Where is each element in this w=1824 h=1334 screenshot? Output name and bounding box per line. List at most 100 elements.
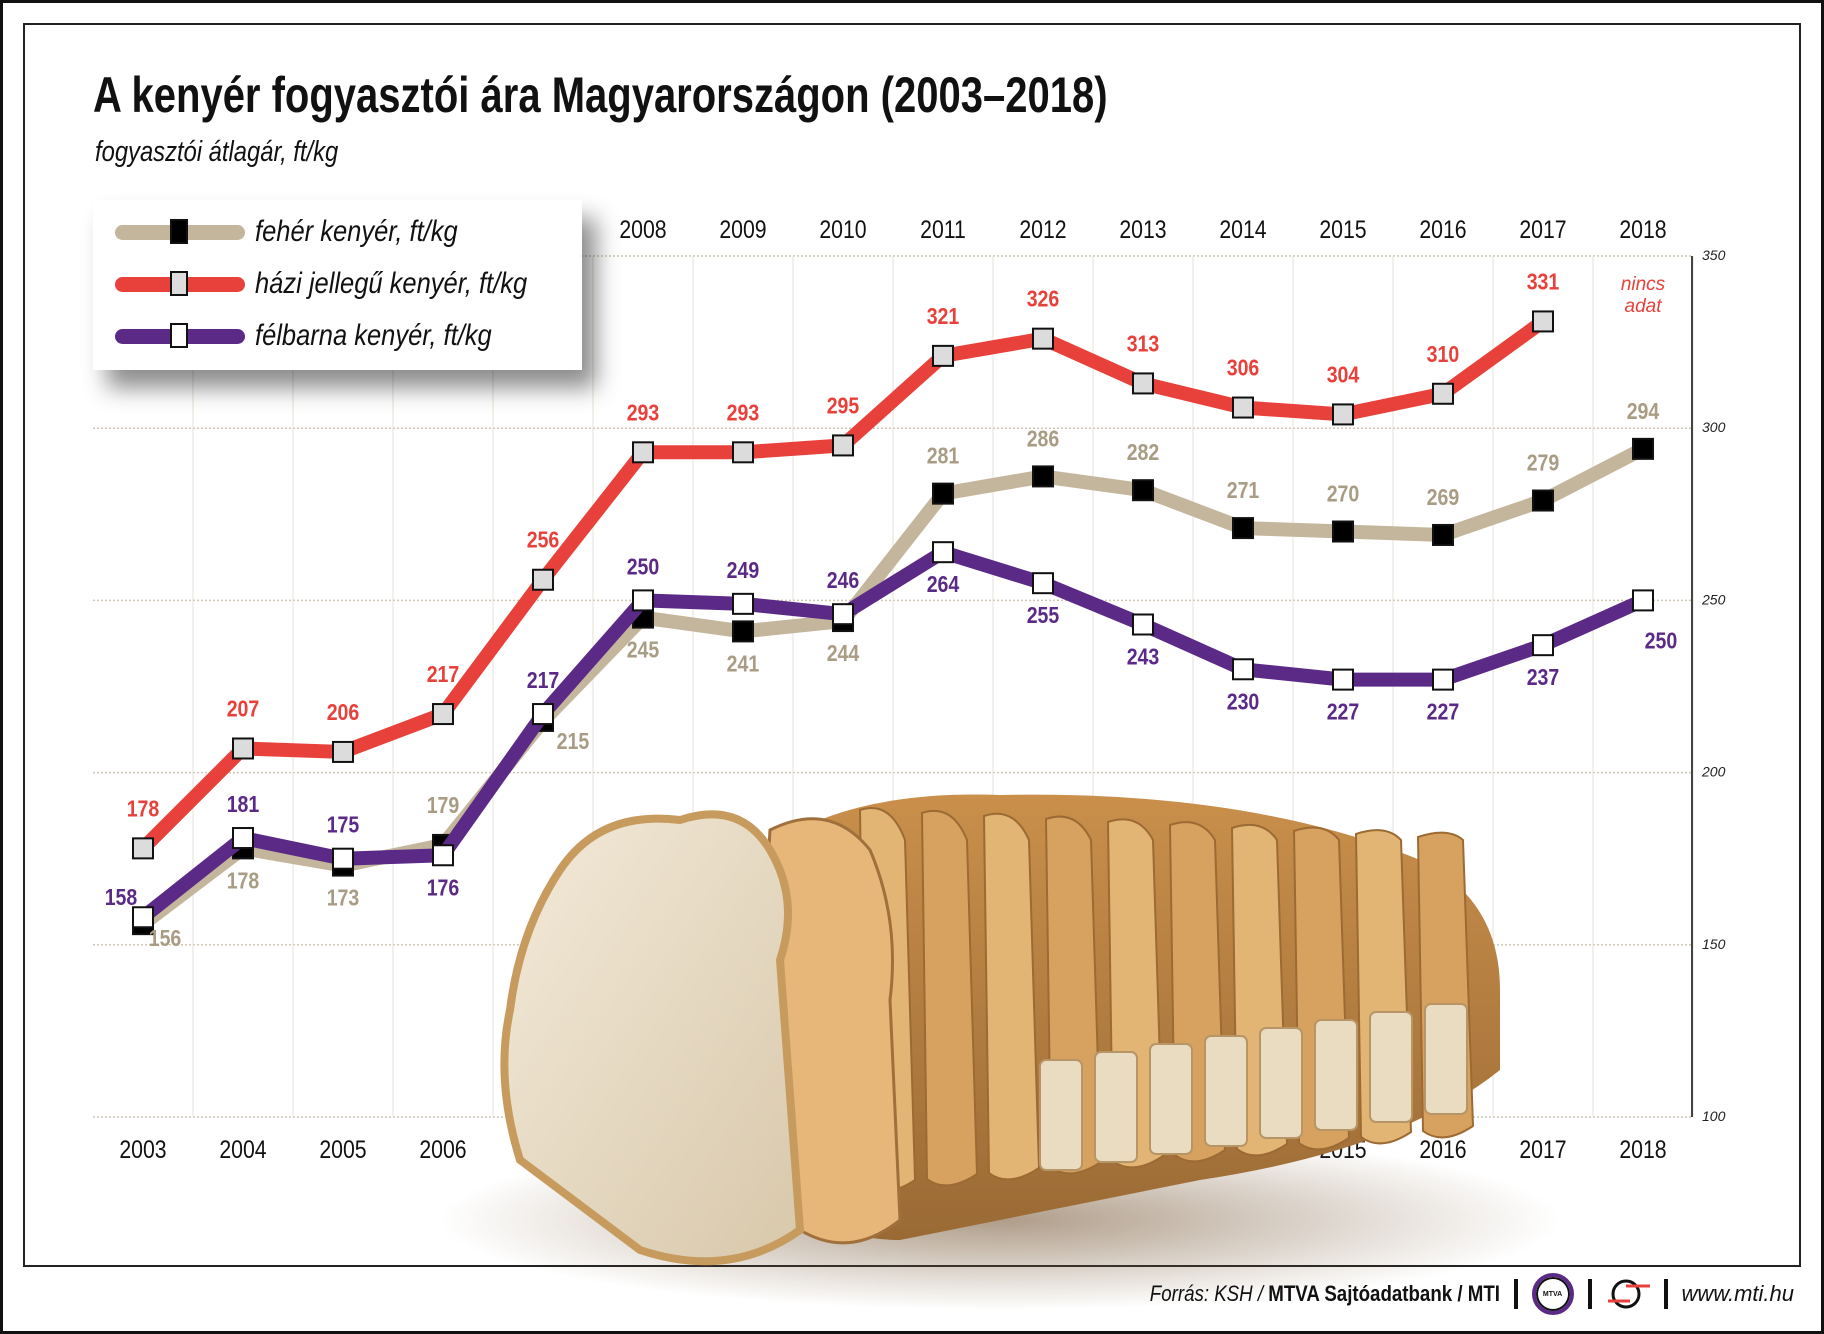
- x-tick-label-top: 2017: [1519, 215, 1566, 243]
- data-point: [832, 434, 854, 457]
- divider: [1587, 1279, 1592, 1309]
- data-label: 175: [327, 812, 360, 838]
- data-label: 181: [227, 792, 260, 818]
- source-prefix: Forrás: KSH /: [1149, 1281, 1268, 1306]
- data-point: [432, 703, 454, 726]
- data-label: 281: [927, 443, 960, 469]
- data-label: 249: [727, 557, 760, 583]
- data-point: [132, 837, 154, 860]
- divider: [1513, 1279, 1518, 1309]
- data-point: [232, 737, 254, 760]
- x-tick-label-top: 2018: [1619, 215, 1666, 243]
- data-label: 246: [827, 568, 860, 594]
- data-point: [732, 620, 754, 643]
- data-label: 217: [527, 668, 560, 694]
- data-point: [1332, 403, 1354, 426]
- data-label: 206: [327, 699, 360, 725]
- data-label: 244: [827, 641, 860, 667]
- legend-item-felbarna: félbarna kenyér, ft/kg: [115, 316, 534, 356]
- data-label: 293: [727, 400, 760, 426]
- legend-label: fehér kenyér, ft/kg: [255, 215, 458, 248]
- source-bold: MTVA Sajtóadatbank / MTI: [1267, 1281, 1500, 1306]
- data-label: 306: [1227, 355, 1260, 381]
- data-label: 295: [827, 393, 860, 419]
- bread-slice-crumb: [1204, 1035, 1248, 1147]
- legend-line-feher: [115, 218, 245, 244]
- series-2: [132, 541, 1654, 929]
- legend-item-hazi: házi jellegű kenyér, ft/kg: [115, 264, 575, 304]
- data-point: [1632, 589, 1654, 612]
- data-point: [932, 344, 954, 367]
- y-tick-label: 300: [1702, 419, 1726, 435]
- data-point: [1232, 658, 1254, 681]
- bread-slice: [982, 812, 1041, 1181]
- mti-logo-icon: [1606, 1277, 1650, 1311]
- bread-slice-front: [500, 810, 805, 1266]
- x-tick-label-top: 2016: [1419, 215, 1466, 243]
- data-point: [732, 592, 754, 615]
- bread-image: [440, 794, 1560, 1310]
- legend-line-hazi: [115, 270, 245, 296]
- data-label: 230: [1227, 689, 1260, 715]
- chart-title: A kenyér fogyasztói ára Magyarországon (…: [93, 67, 1108, 123]
- source-text: Forrás: KSH / MTVA Sajtóadatbank / MTI: [1149, 1281, 1499, 1307]
- bread-slice-crumb: [1314, 1019, 1358, 1131]
- data-label: 293: [627, 400, 660, 426]
- data-point: [732, 441, 754, 464]
- bread-slice-crumb: [1369, 1011, 1413, 1123]
- data-point: [1132, 372, 1154, 395]
- data-point: [932, 482, 954, 505]
- data-label: 313: [1127, 331, 1160, 357]
- data-point: [1032, 572, 1054, 595]
- data-label: 215: [557, 728, 590, 754]
- x-tick-label-top: 2011: [920, 215, 966, 243]
- x-tick-label: 2006: [419, 1135, 466, 1163]
- bread-slice-crumb: [1424, 1003, 1468, 1115]
- bread-slice-crumb: [1149, 1043, 1193, 1155]
- data-label: 270: [1327, 481, 1360, 507]
- data-point: [1532, 489, 1554, 512]
- x-tick-label: 2018: [1619, 1135, 1666, 1163]
- mtva-logo: MTVA: [1531, 1273, 1574, 1315]
- legend-marker: [170, 218, 188, 244]
- legend-line-felbarna: [115, 322, 245, 348]
- data-point: [1432, 523, 1454, 546]
- legend-marker: [170, 270, 188, 296]
- x-tick-label-top: 2008: [619, 215, 666, 243]
- bread-slice: [920, 809, 979, 1187]
- legend-marker: [170, 322, 188, 348]
- data-point: [1232, 396, 1254, 419]
- data-label: 271: [1227, 478, 1260, 504]
- data-label: 237: [1527, 665, 1560, 691]
- x-tick-label-top: 2013: [1119, 215, 1166, 243]
- no-data-note: adat: [1625, 296, 1663, 317]
- legend-label: félbarna kenyér, ft/kg: [255, 319, 492, 352]
- legend: fehér kenyér, ft/kg házi jellegű kenyér,…: [93, 200, 582, 370]
- data-label: 326: [1027, 286, 1060, 312]
- no-data-note: nincs: [1621, 274, 1666, 295]
- data-point: [1532, 310, 1554, 333]
- data-label: 321: [927, 303, 960, 329]
- data-point: [1432, 668, 1454, 691]
- data-label: 207: [227, 696, 260, 722]
- data-point: [932, 541, 954, 564]
- data-point: [132, 906, 154, 929]
- data-point: [1232, 517, 1254, 540]
- data-label: 227: [1327, 699, 1360, 725]
- data-point: [532, 568, 554, 591]
- x-tick-label: 2003: [119, 1135, 166, 1163]
- data-label: 304: [1327, 362, 1360, 388]
- y-tick-label: 100: [1702, 1108, 1726, 1124]
- y-tick-label: 350: [1702, 247, 1726, 263]
- series-line: [138, 545, 1646, 923]
- data-label: 310: [1427, 341, 1460, 367]
- data-label: 294: [1627, 398, 1660, 424]
- website-link[interactable]: www.mti.hu: [1681, 1281, 1794, 1306]
- data-point: [232, 827, 254, 850]
- data-point: [1532, 634, 1554, 657]
- x-tick-label: 2005: [319, 1135, 366, 1163]
- data-label: 243: [1127, 644, 1160, 670]
- x-tick-label-top: 2014: [1219, 215, 1266, 243]
- data-label: 178: [227, 868, 260, 894]
